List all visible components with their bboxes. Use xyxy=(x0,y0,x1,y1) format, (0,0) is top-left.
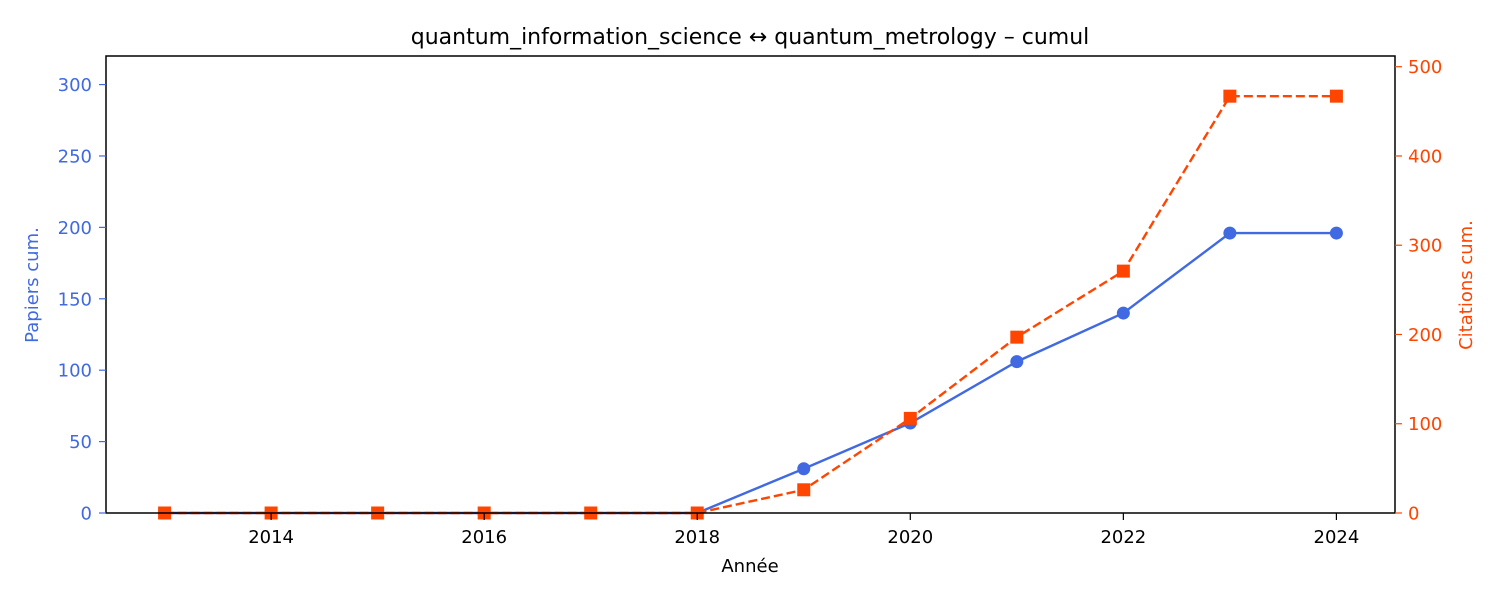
y-right-tick-label: 100 xyxy=(1408,414,1442,435)
y-axis-left: 0 50 100 150 200 250 300 xyxy=(58,75,106,525)
x-tick-label: 2018 xyxy=(674,527,720,548)
y-right-tick-label: 0 xyxy=(1408,504,1419,525)
series-layer xyxy=(158,89,1343,520)
y-right-tick-label: 300 xyxy=(1408,236,1442,257)
x-tick-label: 2022 xyxy=(1100,527,1146,548)
y-left-tick-label: 250 xyxy=(58,146,92,167)
series-1-point xyxy=(1223,226,1237,240)
series-2-point xyxy=(1329,89,1343,103)
x-tick-label: 2024 xyxy=(1314,527,1360,548)
y-left-tick-label: 0 xyxy=(81,504,92,525)
x-tick-label: 2014 xyxy=(248,527,294,548)
series-1-point xyxy=(797,462,811,476)
chart-title: quantum_information_science ↔ quantum_me… xyxy=(411,25,1090,50)
y-left-tick-label: 50 xyxy=(69,432,92,453)
x-axis: 2014 2016 2018 2020 2022 2024 xyxy=(248,513,1359,548)
plot-frame xyxy=(105,55,1396,514)
y-left-tick-label: 100 xyxy=(58,361,92,382)
y-axis-right: 0 100 200 300 400 500 xyxy=(1395,57,1442,525)
series-2-point xyxy=(1010,330,1024,344)
y-left-tick-label: 150 xyxy=(58,289,92,310)
series-1-point xyxy=(1116,306,1130,320)
series-1-line xyxy=(164,231,1337,515)
series-1-point xyxy=(1010,355,1024,369)
y-axis-right-label: Citations cum. xyxy=(1456,220,1477,350)
series-1-point xyxy=(1329,226,1343,240)
series-2-point xyxy=(903,411,917,425)
y-left-tick-label: 300 xyxy=(58,75,92,96)
y-right-tick-label: 400 xyxy=(1408,146,1442,167)
y-right-tick-label: 200 xyxy=(1408,325,1442,346)
y-left-tick-label: 200 xyxy=(58,218,92,239)
series-2-line xyxy=(164,94,1337,515)
series-2-point xyxy=(1223,89,1237,103)
series-2-point xyxy=(1116,264,1130,278)
x-tick-label: 2020 xyxy=(887,527,933,548)
series-2-point xyxy=(797,483,811,497)
y-axis-left-label: Papiers cum. xyxy=(22,227,43,343)
x-axis-label: Année xyxy=(721,556,778,577)
x-tick-label: 2016 xyxy=(461,527,507,548)
y-right-tick-label: 500 xyxy=(1408,57,1442,78)
